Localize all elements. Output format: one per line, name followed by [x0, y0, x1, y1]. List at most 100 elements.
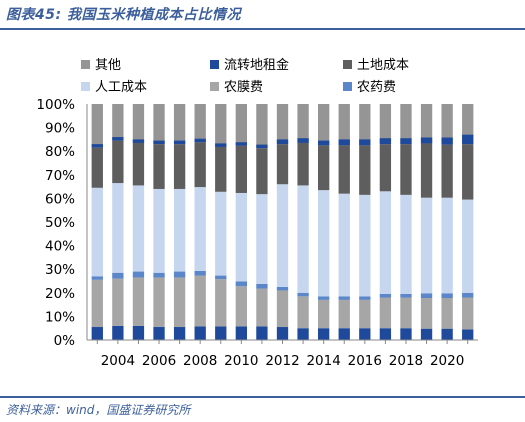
bar-segment: [441, 144, 453, 198]
bar-cap: [359, 139, 371, 146]
bar-segment: [132, 271, 145, 278]
bar-segment: [359, 194, 371, 297]
y-tick-label: 0%: [54, 333, 76, 349]
bar-segment: [112, 278, 124, 326]
legend-label: 流转地租金: [224, 57, 289, 73]
bar-segment: [215, 104, 227, 147]
bar-segment: [338, 193, 350, 297]
y-tick-label: 10%: [45, 309, 75, 325]
y-tick-label: 40%: [45, 239, 75, 255]
bar-segment: [441, 104, 453, 145]
x-tick-label: 2018: [389, 353, 423, 369]
bar-segment: [235, 192, 248, 282]
bar-segment: [173, 271, 186, 278]
bar-segment: [276, 290, 289, 328]
bar-segment: [132, 185, 145, 272]
bar-cap: [112, 137, 124, 141]
y-tick-label: 50%: [45, 215, 75, 231]
bar-segment: [132, 104, 145, 143]
bar-segment: [256, 288, 268, 327]
y-tick-label: 20%: [45, 286, 75, 302]
legend-label: 其他: [95, 58, 121, 73]
bar-segment: [173, 277, 186, 328]
legend-swatch: [343, 60, 352, 69]
bar-segment: [215, 275, 227, 280]
legend-swatch: [210, 60, 219, 69]
bar-segment: [462, 144, 474, 200]
bar-segment: [132, 325, 145, 340]
bar-segment: [112, 325, 124, 340]
bar-segment: [91, 276, 103, 280]
bar-segment: [317, 296, 330, 300]
bar-segment: [400, 293, 412, 298]
bar-segment: [153, 277, 165, 328]
bar-cap: [256, 144, 268, 149]
bar-segment: [276, 104, 289, 145]
bar-cap: [194, 138, 206, 143]
bar-segment: [215, 146, 227, 192]
bar-segment: [400, 144, 412, 195]
bar-segment: [132, 277, 145, 326]
y-tick-label: 30%: [45, 262, 75, 278]
x-tick-label: 2014: [306, 353, 340, 369]
bar-segment: [153, 272, 165, 278]
legend-swatch: [343, 82, 352, 91]
bar-segment: [420, 293, 433, 298]
bar-segment: [420, 297, 433, 329]
bar-segment: [297, 104, 309, 143]
bar-segment: [256, 283, 268, 289]
bar-segment: [194, 275, 206, 327]
bar-segment: [359, 145, 371, 195]
bar-cap: [235, 142, 248, 146]
bar-segment: [420, 197, 433, 294]
bar-segment: [317, 145, 330, 191]
bar-segment: [91, 279, 103, 328]
x-tick-label: 2010: [224, 353, 258, 369]
bar-segment: [276, 184, 289, 287]
legend-label: 人工成本: [95, 80, 147, 95]
bar-segment: [379, 328, 392, 340]
bar-segment: [441, 328, 453, 340]
footer-divider: [0, 396, 525, 398]
chart-title: 图表45: 我国玉米种植成本占比情况: [6, 7, 241, 23]
bar-segment: [462, 329, 474, 340]
bar-segment: [112, 183, 124, 273]
bar-segment: [420, 104, 433, 144]
bar-segment: [194, 270, 206, 276]
y-tick-label: 80%: [45, 144, 75, 160]
bar-segment: [338, 296, 350, 300]
bar-cap: [338, 139, 350, 146]
y-tick-label: 100%: [36, 97, 75, 113]
bar-segment: [256, 104, 268, 149]
bar-segment: [400, 328, 412, 340]
bar-segment: [338, 145, 350, 194]
bar-segment: [194, 142, 206, 188]
bar-segment: [400, 104, 412, 145]
bar-segment: [297, 296, 309, 329]
bar-segment: [441, 293, 453, 298]
bar-segment: [379, 104, 392, 145]
bar-segment: [112, 272, 124, 279]
bar-segment: [317, 104, 330, 146]
y-tick-label: 90%: [45, 121, 75, 137]
bar-segment: [297, 185, 309, 293]
bar-segment: [215, 191, 227, 276]
bar-cap: [379, 138, 392, 145]
bar-cap: [132, 139, 145, 143]
bar-segment: [194, 326, 206, 340]
bar-cap: [462, 134, 474, 145]
bar-segment: [132, 142, 145, 186]
bar-segment: [235, 281, 248, 287]
bar-segment: [359, 328, 371, 340]
bar-segment: [441, 297, 453, 329]
x-tick-label: 2016: [348, 353, 382, 369]
bar-segment: [400, 297, 412, 329]
bar-segment: [420, 328, 433, 340]
bar-segment: [359, 104, 371, 146]
bar-segment: [235, 326, 248, 340]
bar-cap: [173, 140, 186, 145]
bar-segment: [153, 327, 165, 340]
bar-segment: [400, 194, 412, 294]
bar-segment: [194, 104, 206, 143]
